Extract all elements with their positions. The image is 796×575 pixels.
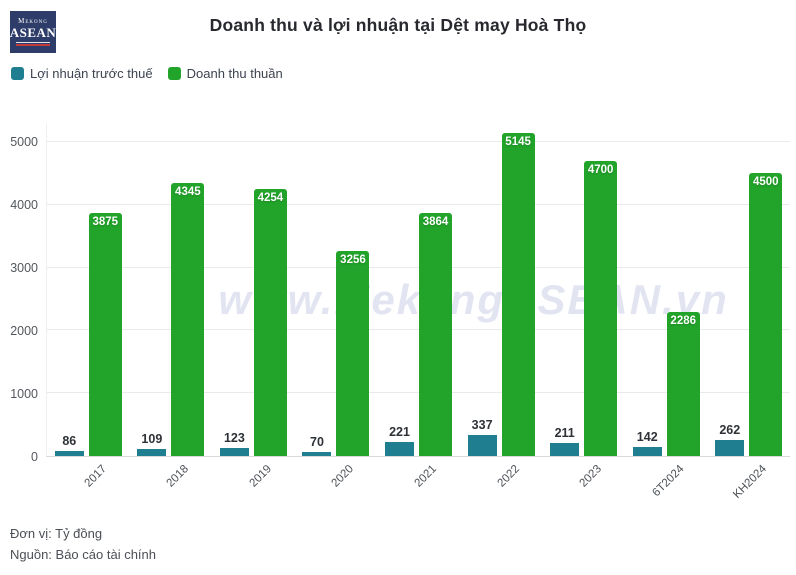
bar-value-label: 337 [471, 417, 493, 432]
bar-value-label: 142 [636, 430, 658, 445]
gridline-2000 [47, 329, 790, 331]
footer: Đơn vị: Tỷ đồng Nguồn: Báo cáo tài chính [10, 524, 156, 566]
y-tick-label-5000: 5000 [10, 135, 38, 150]
watermark: www.MekongASEAN.vn [218, 276, 729, 323]
page-title: Doanh thu và lợi nhuận tại Dệt may Hoà T… [209, 15, 587, 35]
bar-groups: 86 3875 2017 109 4345 2018 123 4254 2019 70 3256 20… [47, 124, 791, 501]
x-tick-label-2020: 2020 [329, 463, 357, 490]
bar-value-label: 3875 [92, 215, 119, 228]
mekong-asean-logo: Mekong ASEAN [10, 11, 56, 53]
legend-item-1: Doanh thu thuần [167, 66, 283, 81]
profit-bar-2018: 109 [137, 432, 167, 456]
bar-value-label: 4500 [752, 176, 779, 189]
bar-value-label: 3864 [422, 216, 449, 229]
bar-value-label: 109 [141, 432, 163, 447]
plot-area: www.MekongASEAN.vn 86 3875 2017 109 4345 2018… [10, 124, 791, 501]
x-tick-label-2023: 2023 [577, 463, 605, 490]
legend: Lợi nhuận trước thuế Doanh thu thuần [11, 66, 283, 81]
x-tick-label-2021: 2021 [412, 463, 440, 490]
profit-bar-2019: 123 [219, 431, 249, 456]
x-tick-label-2018: 2018 [164, 463, 192, 490]
gridline-4000 [47, 203, 790, 205]
legend-item-0: Lợi nhuận trước thuế [11, 66, 153, 81]
x-tick-label-KH2024: KH2024 [731, 463, 770, 501]
unit-note: Đơn vị: Tỷ đồng [10, 526, 103, 541]
revenue-bar-2022: 5145 [501, 132, 535, 456]
y-tick-label-1000: 1000 [10, 386, 38, 401]
logo-divider [16, 41, 50, 43]
legend-label: Doanh thu thuần [186, 66, 283, 81]
y-tick-label-4000: 4000 [10, 198, 38, 213]
x-tick-label-2022: 2022 [494, 463, 522, 490]
bar-group-2022: 337 5145 2022 [460, 124, 543, 490]
bar-group-2017: 86 3875 2017 [47, 124, 130, 490]
bar-value-label: 4254 [257, 191, 284, 204]
bar-group-2023: 211 4700 2023 [542, 124, 625, 490]
bar-group-2021: 221 3864 2021 [377, 124, 460, 490]
x-tick-label-6T2024: 6T2024 [650, 463, 687, 500]
x-tick-label-2017: 2017 [82, 463, 109, 490]
gridline-3000 [47, 266, 790, 268]
bar-group-6T2024: 142 2286 6T2024 [625, 124, 708, 499]
revenue-bar-6T2024: 2286 [666, 312, 700, 456]
bar-value-label: 4700 [587, 163, 614, 176]
bar-value-label: 2286 [670, 315, 697, 328]
bar-value-label: 70 [310, 434, 324, 449]
profit-bar-KH2024: 262 [715, 423, 745, 456]
profit-bar-2023: 211 [550, 426, 580, 456]
revenue-bar-2020: 3256 [336, 251, 370, 456]
revenue-bar-2019: 4254 [253, 188, 287, 456]
logo-text-asean: ASEAN [9, 24, 57, 40]
legend-label: Lợi nhuận trước thuế [30, 66, 153, 81]
profit-bar-2021: 221 [385, 425, 415, 456]
profit-bar-2017: 86 [54, 434, 84, 456]
bar-value-label: 4345 [175, 186, 201, 198]
profit-bar-2022: 337 [467, 418, 497, 456]
revenue-bar-2023: 4700 [584, 160, 618, 456]
bar-value-label: 123 [223, 431, 245, 446]
bar-value-label: 211 [554, 425, 575, 440]
bar-value-label: 3256 [340, 254, 366, 267]
revenue-bar-2021: 3864 [419, 213, 453, 456]
profit-bar-2020: 70 [302, 435, 332, 456]
bar-value-label: 221 [389, 425, 410, 440]
revenue-bar-2017: 3875 [88, 212, 122, 456]
source-note: Nguồn: Báo cáo tài chính [10, 546, 156, 562]
legend-swatch-icon [167, 67, 181, 80]
logo-tagline-line [16, 43, 50, 46]
y-tick-label-0: 0 [31, 449, 38, 464]
bar-value-label: 5145 [505, 135, 531, 148]
revenue-bar-2018: 4345 [171, 183, 205, 456]
y-tick-label-3000: 3000 [10, 261, 38, 276]
bar-value-label: 262 [719, 422, 741, 437]
bar-chart: www.MekongASEAN.vn 86 3875 2017 109 4345 2018… [0, 100, 796, 520]
gridline-5000 [47, 140, 790, 142]
bar-group-KH2024: 262 4500 KH2024 [708, 124, 791, 501]
bar-group-2019: 123 4254 2019 [212, 124, 295, 490]
gridline-1000 [47, 392, 790, 394]
bar-value-label: 86 [62, 433, 77, 448]
bar-group-2020: 70 3256 2020 [295, 124, 378, 490]
profit-bar-6T2024: 142 [632, 430, 662, 456]
x-tick-label-2019: 2019 [247, 463, 274, 490]
revenue-bar-KH2024: 4500 [749, 173, 783, 456]
bar-group-2018: 109 4345 2018 [130, 124, 213, 490]
logo-text-mekong: Mekong [18, 17, 48, 25]
legend-swatch-icon [11, 67, 24, 80]
y-tick-label-2000: 2000 [10, 323, 38, 338]
